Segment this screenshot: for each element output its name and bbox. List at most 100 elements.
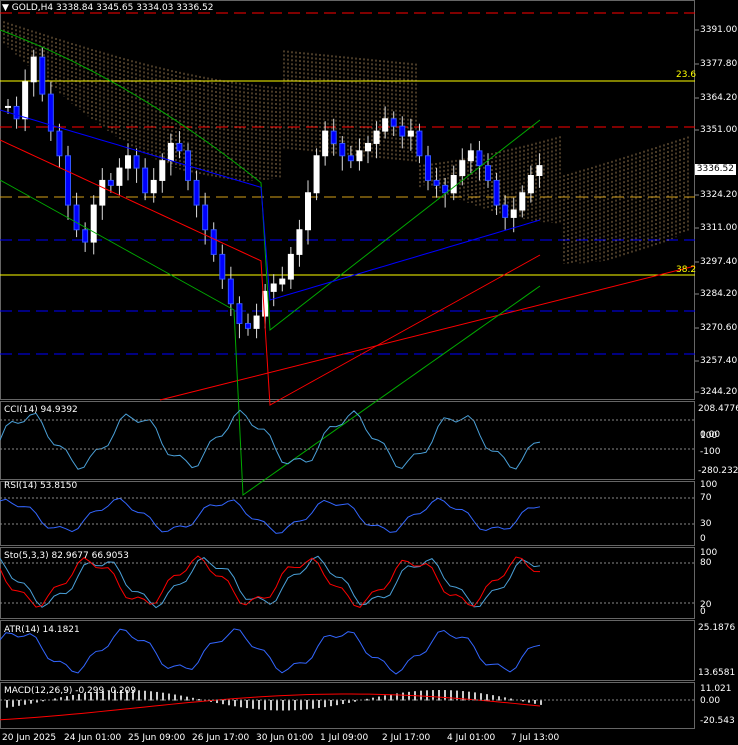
rsi-title: RSI(14) 53.8150 [4,481,78,491]
price-axis-label: 3364.20 [700,93,738,103]
candle-body [73,204,80,231]
macd-histogram-bar [24,700,26,705]
macd-histogram-bar [84,693,86,701]
price-axis-label: 3324.20 [700,190,738,200]
price-axis-label: 3244.20 [700,387,738,397]
bollinger-upper [0,29,541,331]
sto-axis-label: 80 [700,558,712,568]
macd-histogram-bar [480,693,482,701]
price-axis-label: 3377.80 [700,59,738,69]
candle-body [125,155,131,169]
macd-histogram-bar [462,691,464,701]
symbol-header: ▼ GOLD,H4 3338.84 3345.65 3334.03 3336.5… [2,3,213,13]
macd-histogram-bar [144,690,146,701]
dropdown-icon[interactable]: ▼ [2,3,9,13]
macd-histogram-bar [318,700,320,708]
current-price-tag: 3336.52 [694,164,736,175]
time-axis-label: 4 Jul 01:00 [447,733,496,743]
candle-body [202,204,209,231]
macd-histogram-bar [72,695,74,701]
candle-body [193,179,200,206]
candle-body [39,56,46,95]
candle-body [287,253,294,280]
macd-histogram-bar [384,695,386,701]
macd-histogram-bar [66,696,68,701]
macd-histogram-bar [30,700,32,704]
candle-body [519,192,526,211]
time-axis-label: 26 Jun 17:00 [192,733,250,743]
rsi-axis-label: 30 [700,519,712,529]
macd-histogram-bar [156,691,158,701]
macd-histogram-bar [432,690,434,701]
candle-body [305,192,311,231]
bollinger-lower [0,179,541,496]
cci-title: CCI(14) 94.9392 [4,405,78,415]
cci-line [0,409,541,470]
macd-histogram-bar [342,700,344,705]
candle-body [82,229,89,243]
candle-body [176,142,183,152]
candle-body [116,167,123,186]
time-axis-label: 2 Jul 17:00 [382,733,431,743]
macd-histogram-bar [78,694,80,701]
candle-body [390,118,397,127]
macd-histogram-bar [510,698,512,701]
time-axis-label: 30 Jun 01:00 [256,733,314,743]
candle-body [270,283,277,292]
macd-histogram-bar [300,700,302,710]
price-axis-label: 3311.00 [700,223,738,233]
macd-histogram-bar [258,700,260,710]
candle-body [502,204,509,218]
macd-histogram-bar [306,700,308,710]
macd-histogram-bar [42,700,44,702]
candle-body [493,179,500,206]
candle-body [210,229,217,255]
ohlc-values: 3338.84 3345.65 3334.03 3336.52 [56,3,214,13]
macd-axis-label: 11.021 [700,684,732,694]
sto-title: Sto(5,3,3) 82.9677 66.9053 [4,551,129,561]
macd-histogram-bar [540,700,542,705]
macd-histogram-bar [288,700,290,711]
macd-histogram-bar [234,700,236,707]
candle-body [5,105,11,108]
sto-axis-label: 0 [700,607,706,617]
stochastic-signal [0,555,541,608]
candle-body [339,142,346,157]
candle-body [356,150,363,162]
cci-axis-label: 0.00 [700,430,721,440]
candle-body [416,130,423,157]
macd-histogram-bar [174,694,176,701]
time-axis-label: 25 Jun 09:00 [128,733,186,743]
candle-body [262,290,269,317]
candle-body [56,130,63,157]
price-axis-label: 3257.40 [700,356,738,366]
candle-body [107,179,114,186]
fib-label-lower: 38.2 [676,265,697,275]
candle-body [442,184,449,194]
candle-body [459,160,466,176]
pane-frame [0,620,695,681]
macd-histogram-bar [282,700,284,711]
macd-histogram-bar [222,700,224,705]
macd-histogram-bar [186,696,188,701]
macd-histogram-bar [54,698,56,701]
macd-histogram-bar [378,696,380,701]
candle-body [296,229,303,255]
moving-average-blue [0,109,541,301]
macd-histogram-bar [492,695,494,701]
macd-histogram-bar [330,700,332,707]
candle-body [536,165,543,176]
candle-body [236,303,243,324]
macd-histogram-bar [36,700,38,703]
macd-histogram-bar [132,690,134,701]
macd-histogram-bar [270,700,272,711]
macd-histogram-bar [438,690,440,701]
price-axis-label: 3284.20 [700,289,738,299]
time-axis-label: 7 Jul 13:00 [511,733,560,743]
time-axis-label: 20 Jun 2025 [2,733,57,743]
macd-histogram-bar [294,700,296,711]
pane-frame [0,682,695,729]
macd-histogram-bar [336,700,338,706]
moving-average-red [0,139,541,406]
